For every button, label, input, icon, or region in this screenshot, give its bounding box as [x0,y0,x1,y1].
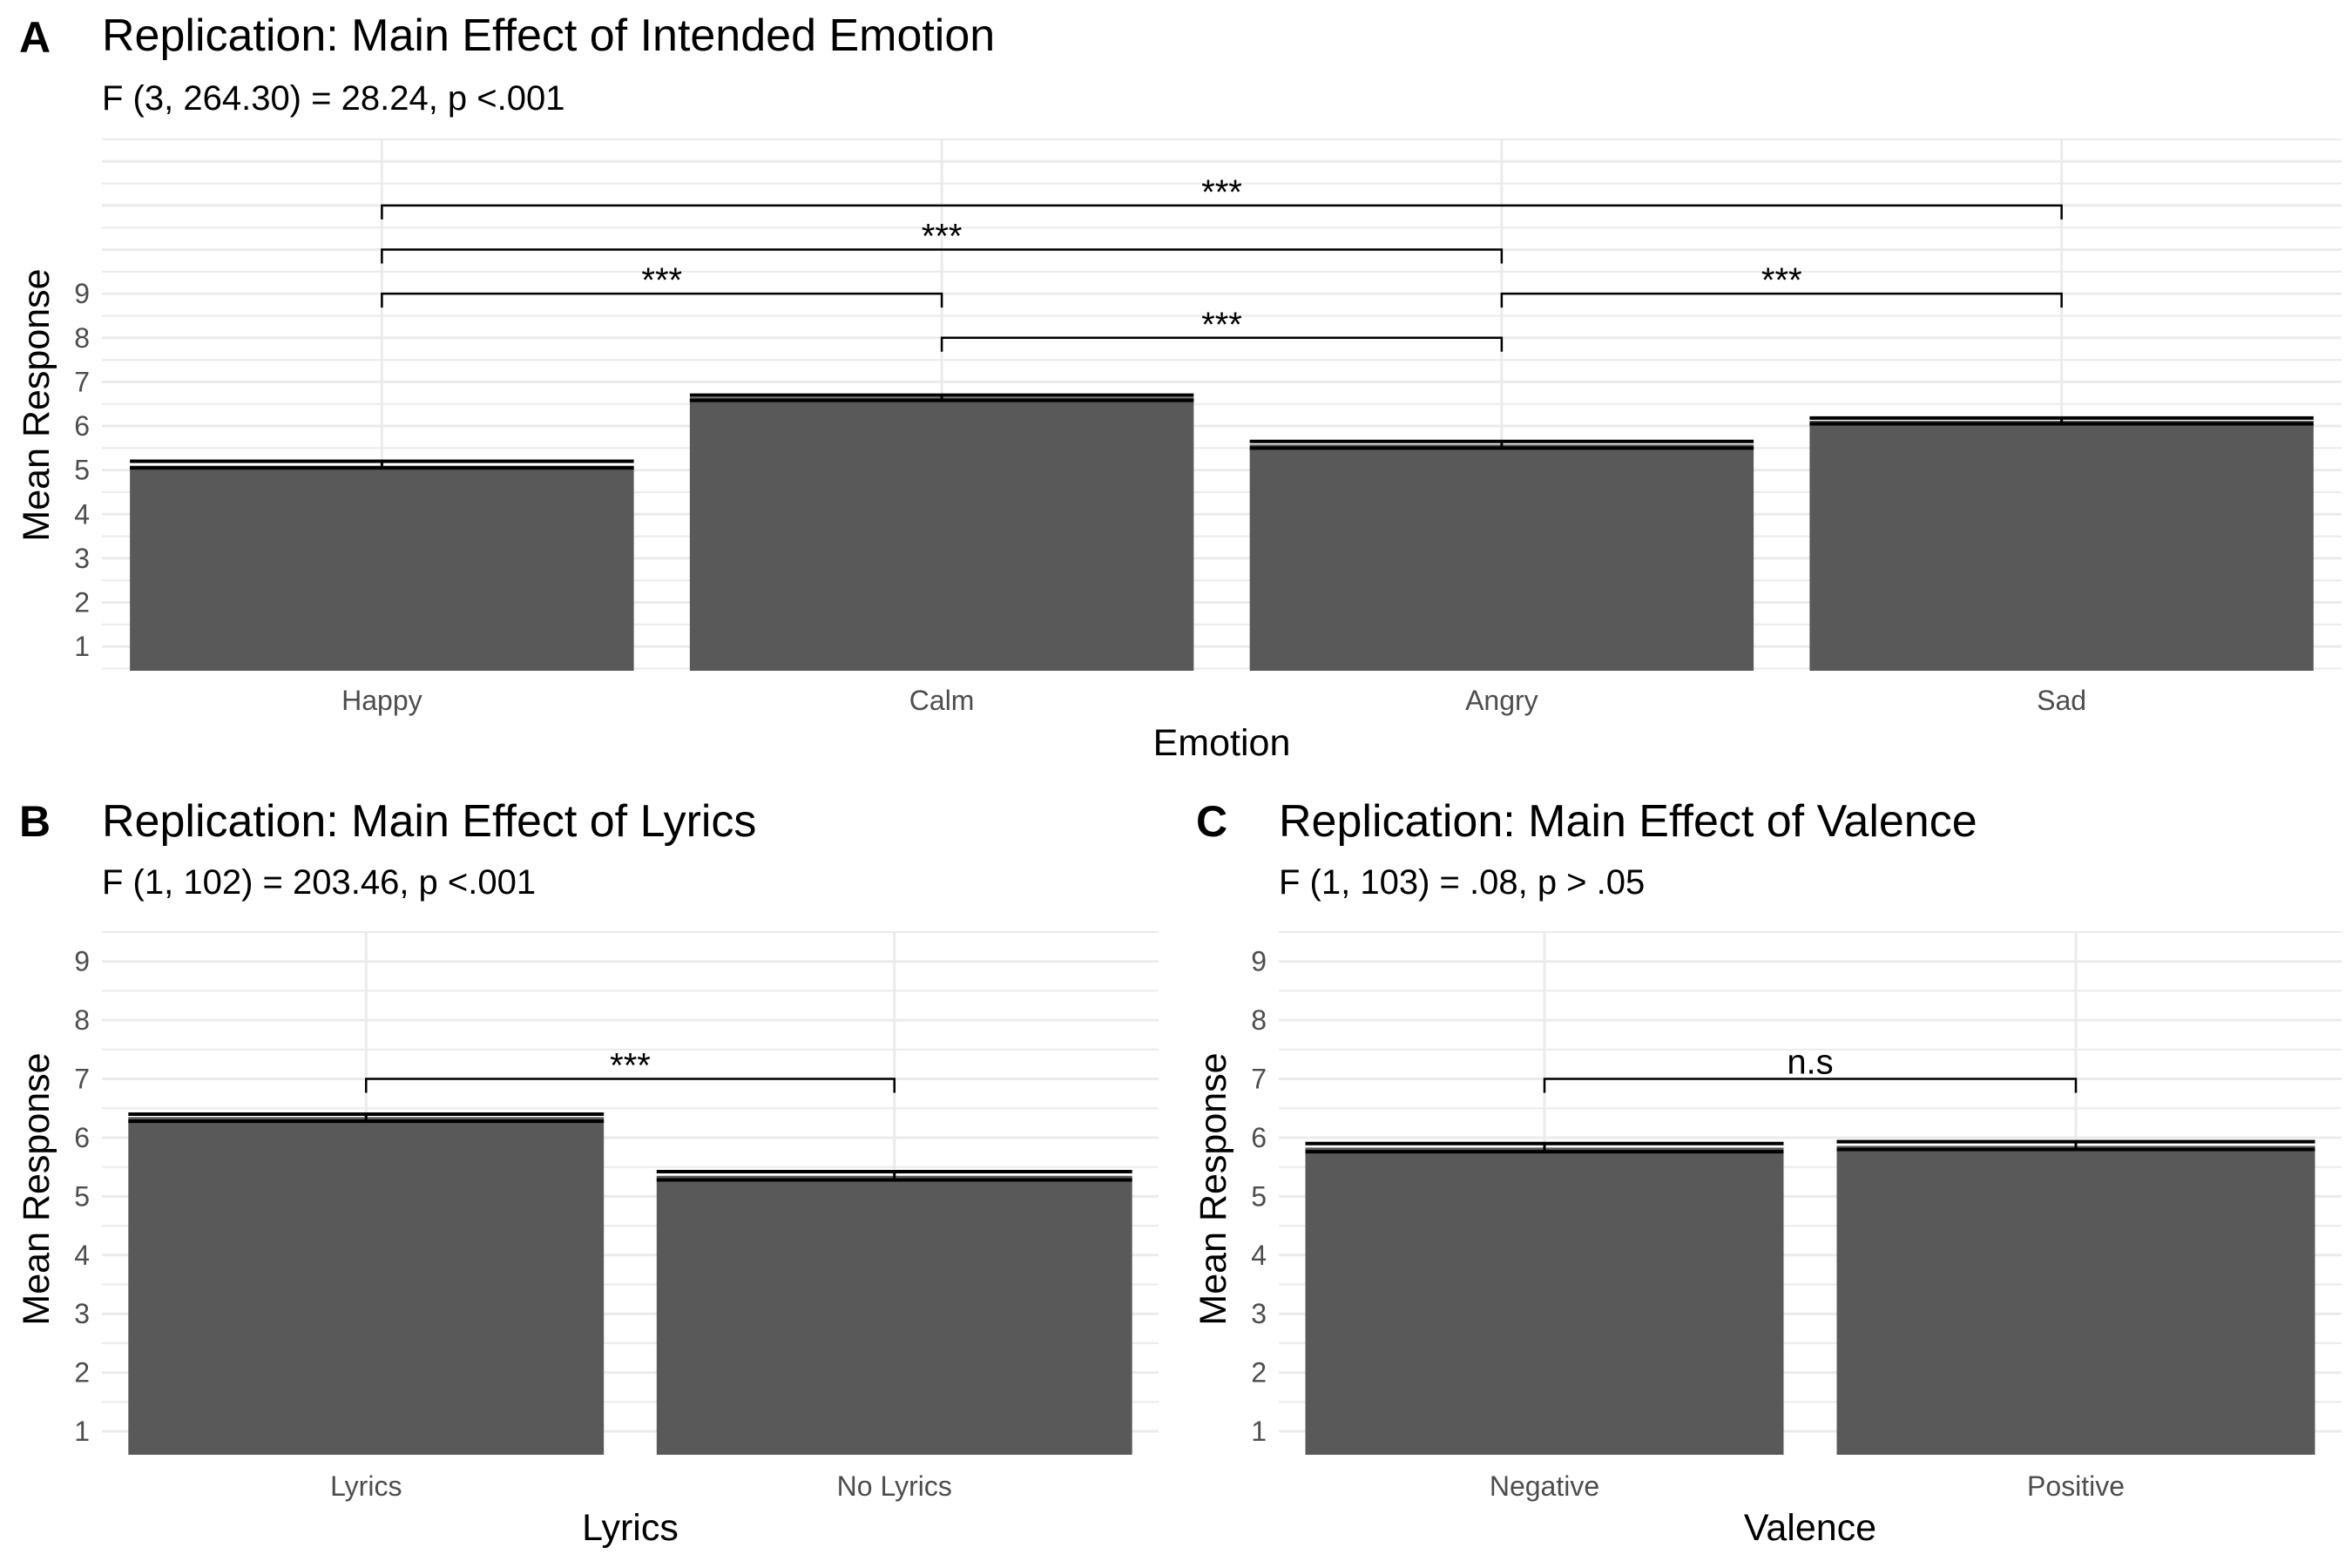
significance-label: *** [641,261,682,300]
x-tick-label: Angry [1465,685,1538,716]
bracket-line [381,248,1504,264]
y-tick-label: 2 [1251,1357,1267,1389]
significance-bracket: *** [381,218,1504,264]
significance-label: *** [1761,261,1802,300]
error-bar [656,1170,1132,1182]
y-axis-title: Mean Response [1193,1052,1234,1325]
significance-label: n.s [1787,1044,1833,1082]
x-tick-label: Negative [1490,1470,1599,1502]
significance-bracket: *** [1500,261,2063,308]
significance-label: *** [1201,306,1242,344]
bracket-line [1500,292,2063,308]
error-bar [1836,1139,2315,1152]
y-tick-label: 1 [74,631,90,662]
significance-label: *** [610,1047,651,1085]
significance-bracket: *** [381,173,2063,220]
error-bar [689,393,1194,402]
x-tick-label: No Lyrics [837,1470,952,1502]
bar-positive [1836,1146,2315,1455]
y-tick-label: 7 [74,366,90,397]
y-axis-title: Mean Response [16,268,57,541]
significance-bracket: *** [365,1047,896,1093]
y-tick-label: 6 [74,410,90,442]
significance-label: *** [922,218,963,256]
bar-no-lyrics [656,1175,1132,1455]
y-tick-label: 5 [74,1180,90,1212]
significance-bracket: *** [940,306,1504,352]
y-tick-label: 3 [1251,1298,1267,1329]
x-tick-label: Lyrics [330,1470,402,1502]
error-bar [128,1112,605,1124]
y-tick-label: 2 [74,1357,90,1389]
panel-title: Replication: Main Effect of Valence [1279,796,1977,847]
y-tick-label: 6 [74,1122,90,1153]
x-axis-title: Valence [1744,1507,1876,1549]
panel-subtitle: F (1, 103) = .08, p > .05 [1279,863,1645,902]
bar-calm [689,397,1194,671]
y-tick-label: 7 [74,1064,90,1095]
bracket-line [940,336,1504,352]
y-tick-label: 4 [74,1240,90,1271]
y-tick-label: 9 [74,946,90,977]
error-bar [1809,416,2314,426]
bar-angry [1249,444,1754,671]
y-tick-label: 4 [1251,1240,1267,1271]
x-tick-label: Positive [2027,1470,2125,1502]
panel-letter: C [1196,797,1227,846]
panel-subtitle: F (3, 264.30) = 28.24, p <.001 [102,79,564,118]
x-axis-title: Lyrics [582,1507,679,1549]
panel-subtitle: F (1, 102) = 203.46, p <.001 [102,863,536,902]
y-tick-label: 7 [1251,1064,1267,1095]
x-tick-label: Sad [2037,685,2086,716]
panel-title: Replication: Main Effect of Intended Emo… [102,10,995,61]
panel-title: Replication: Main Effect of Lyrics [102,796,756,847]
panel-b: B Replication: Main Effect of Lyrics F (1,… [16,796,1159,1549]
y-tick-label: 3 [74,1298,90,1329]
panel-letter: A [19,13,51,62]
y-tick-label: 8 [74,1004,90,1036]
panel-c: C Replication: Main Effect of Valence F (1… [1193,796,2342,1549]
panel-a: A Replication: Main Effect of Intended Em… [16,10,2342,764]
y-tick-label: 8 [74,322,90,354]
error-bar [1305,1141,1784,1154]
significance-label: *** [1201,173,1242,212]
bar-negative [1305,1147,1784,1455]
y-tick-label: 6 [1251,1122,1267,1153]
y-tick-label: 2 [74,587,90,618]
bracket-line [365,1078,896,1093]
y-axis-title: Mean Response [16,1052,57,1325]
y-tick-label: 9 [1251,946,1267,977]
y-tick-label: 1 [1251,1416,1267,1447]
y-tick-label: 9 [74,278,90,309]
x-tick-label: Happy [341,685,422,716]
error-bar [1249,439,1754,450]
bracket-line [1543,1078,2078,1093]
y-tick-label: 5 [1251,1180,1267,1212]
y-tick-label: 8 [1251,1004,1267,1036]
significance-bracket: n.s [1543,1044,2078,1093]
bar-sad [1809,420,2314,671]
y-tick-label: 1 [74,1416,90,1447]
y-tick-label: 4 [74,498,90,530]
y-tick-label: 5 [74,455,90,486]
bracket-line [381,292,943,308]
error-bar [130,459,634,470]
x-axis-title: Emotion [1153,722,1291,764]
bar-happy [130,465,634,671]
x-tick-label: Calm [909,685,975,716]
bracket-line [381,204,2063,220]
panel-letter: B [19,797,51,846]
y-tick-label: 3 [74,543,90,574]
significance-bracket: *** [381,261,943,308]
bar-lyrics [128,1117,605,1455]
